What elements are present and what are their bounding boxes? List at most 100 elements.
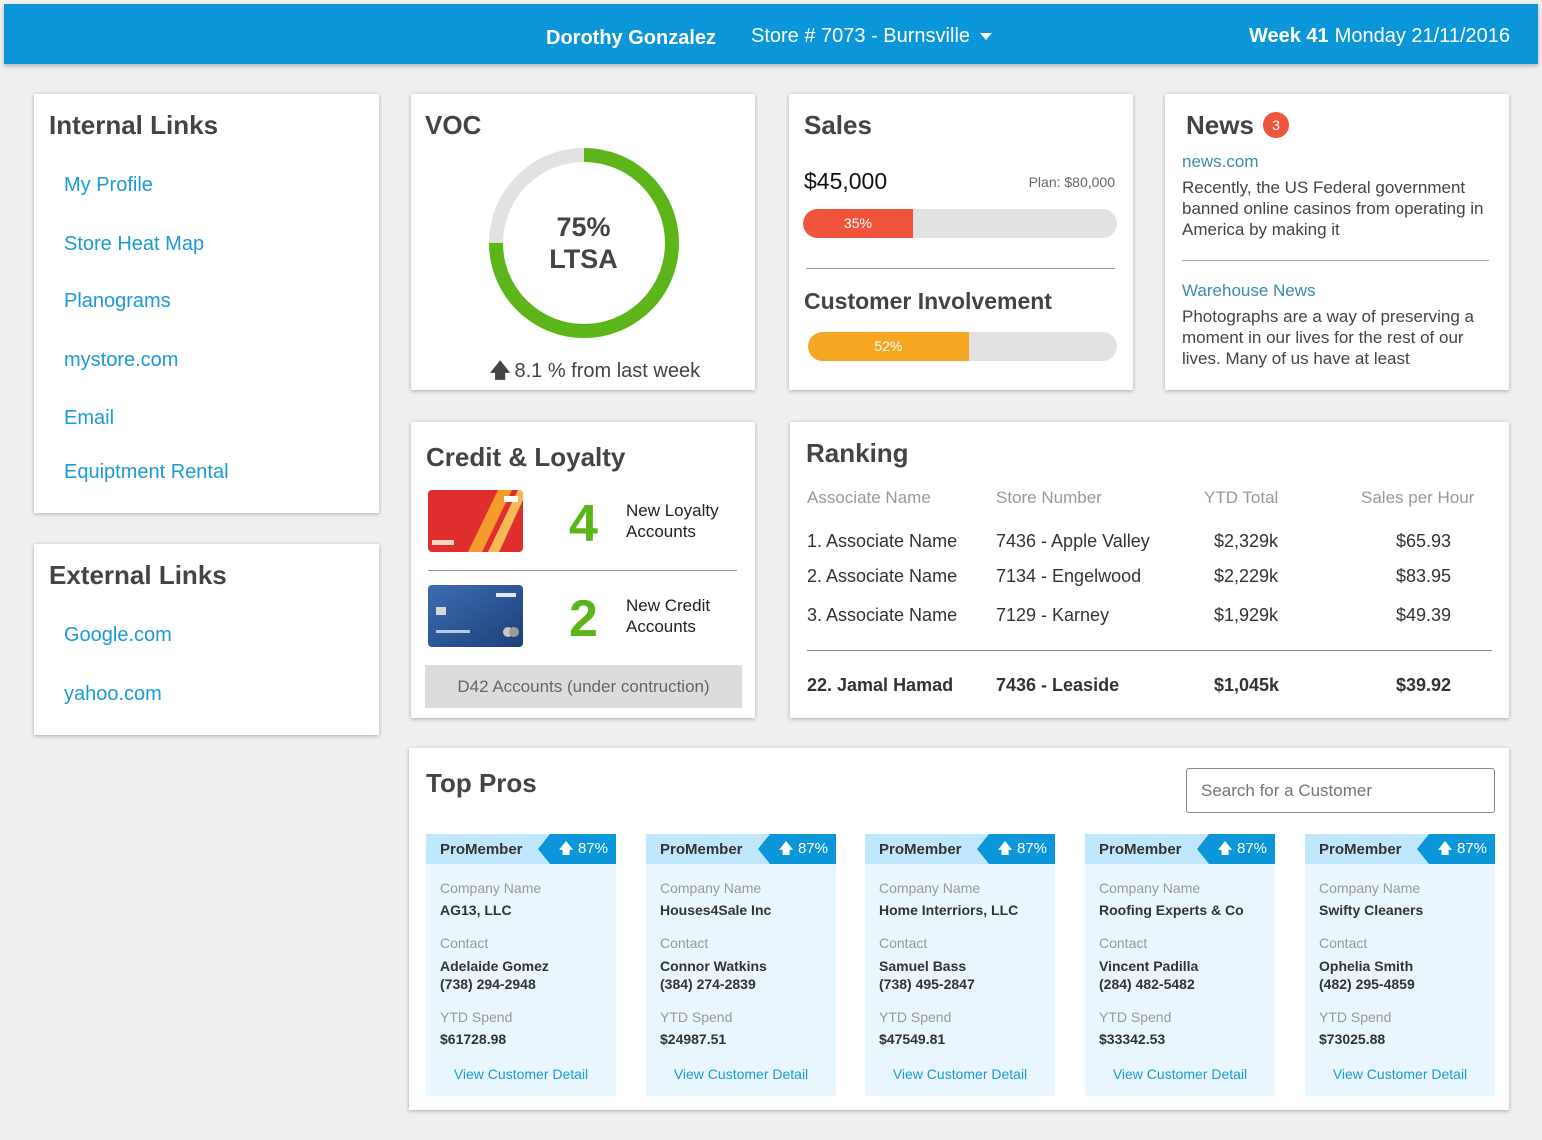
link-planograms[interactable]: Planograms: [64, 290, 171, 312]
contact-label: Contact: [1319, 935, 1368, 951]
pro-card-header: ProMember 🡅 87%: [426, 834, 616, 864]
voc-delta-text: 8.1 % from last week: [514, 360, 701, 382]
credit-card-image: [428, 585, 523, 647]
ranking-current-associate: 22. Jamal Hamad: [807, 675, 954, 695]
contact-phone: (384) 274-2839: [660, 976, 756, 992]
pro-score: 87%: [577, 840, 608, 857]
contact-label: Contact: [879, 935, 928, 951]
spend-label: YTD Spend: [1099, 1009, 1172, 1025]
credit-count: 2: [569, 590, 598, 648]
pro-score-badge: 🡅 87%: [758, 834, 836, 864]
ranking-store: 7436 - Apple Valley: [996, 531, 1150, 551]
ranking-store: 7134 - Engelwood: [996, 566, 1142, 586]
contact-label: Contact: [1099, 935, 1148, 951]
view-customer-detail-link[interactable]: View Customer Detail: [673, 1066, 809, 1082]
divider: [1182, 260, 1489, 261]
company-name: Roofing Experts & Co: [1099, 902, 1244, 918]
pro-score-badge: 🡅 87%: [977, 834, 1055, 864]
arrow-up-icon: 🡅: [778, 840, 798, 857]
store-label: Store # 7073 - Burnsville: [751, 25, 971, 47]
credit-loyalty-card: Credit & Loyalty 4 New Loyalty Accounts: [411, 422, 755, 718]
customer-involvement-title: Customer Involvement: [804, 288, 1052, 314]
pro-card-header: ProMember 🡅 87%: [646, 834, 836, 864]
user-name: Dorothy Gonzalez: [546, 27, 717, 49]
news-card: News 3 news.com Recently, the US Federal…: [1165, 94, 1509, 390]
week-number: Week 41: [1248, 25, 1329, 47]
pro-score-badge: 🡅 87%: [1417, 834, 1495, 864]
spend-label: YTD Spend: [879, 1009, 952, 1025]
store-selector[interactable]: Store # 7073 - Burnsville: [751, 25, 993, 48]
current-date: Monday 21/11/2016: [1334, 25, 1510, 47]
loyalty-count: 4: [569, 495, 598, 553]
link-store-heat-map[interactable]: Store Heat Map: [64, 233, 205, 255]
external-links-title: External Links: [49, 560, 227, 590]
view-customer-detail-link[interactable]: View Customer Detail: [1332, 1066, 1468, 1082]
link-yahoo[interactable]: yahoo.com: [64, 683, 162, 705]
sales-plan: Plan: $80,000: [1028, 174, 1115, 190]
contact-name: Connor Watkins: [660, 958, 767, 974]
company-label: Company Name: [1319, 880, 1421, 896]
link-mystore[interactable]: mystore.com: [64, 349, 179, 371]
top-pros-title: Top Pros: [426, 768, 537, 798]
search-customer-input[interactable]: [1186, 768, 1495, 813]
pro-score: 87%: [1236, 840, 1267, 857]
ytd-spend: $61728.98: [440, 1031, 507, 1047]
link-google[interactable]: Google.com: [64, 624, 172, 646]
credit-loyalty-title: Credit & Loyalty: [426, 442, 626, 472]
pro-score-badge: 🡅 87%: [1197, 834, 1275, 864]
sales-amount: $45,000: [804, 168, 888, 194]
news-text: Recently, the US Federal government bann…: [1182, 178, 1484, 239]
ranking-current-sph: $39.92: [1396, 675, 1452, 695]
company-label: Company Name: [660, 880, 762, 896]
voc-delta: 🡅 8.1 % from last week: [411, 356, 779, 390]
ranking-ytd: $1,929k: [1214, 605, 1279, 625]
internal-links-title: Internal Links: [49, 110, 219, 140]
company-name: Houses4Sale Inc: [660, 902, 772, 918]
view-customer-detail-link[interactable]: View Customer Detail: [453, 1066, 589, 1082]
voc-ring-chart: [489, 148, 679, 338]
ranking-title: Ranking: [806, 438, 909, 468]
view-customer-detail-link[interactable]: View Customer Detail: [892, 1066, 1028, 1082]
ytd-spend: $47549.81: [879, 1031, 946, 1047]
view-customer-detail-link[interactable]: View Customer Detail: [1112, 1066, 1248, 1082]
company-name: Home Interriors, LLC: [879, 902, 1019, 918]
pro-card: ProMember 🡅 87% Company Name Roofing Exp…: [1085, 834, 1275, 1096]
company-label: Company Name: [1099, 880, 1201, 896]
ranking-store: 7129 - Karney: [996, 605, 1110, 625]
voc-ring-fill: [489, 148, 679, 338]
pro-card-header: ProMember 🡅 87%: [865, 834, 1055, 864]
link-equipment-rental[interactable]: Equiptment Rental: [64, 461, 229, 483]
d42-accounts-button[interactable]: D42 Accounts (under contruction): [425, 665, 742, 708]
sales-card: Sales $45,000 Plan: $80,000 35% Customer…: [789, 94, 1133, 390]
arrow-up-icon: 🡅: [1217, 840, 1237, 857]
top-bar: Dorothy Gonzalez Store # 7073 - Burnsvil…: [4, 4, 1538, 64]
involvement-progress-fill: 52%: [808, 332, 969, 361]
news-source[interactable]: news.com: [1182, 152, 1259, 171]
ranking-current-ytd: $1,045k: [1214, 675, 1280, 695]
news-source[interactable]: Warehouse News: [1182, 281, 1316, 300]
contact-label: Contact: [660, 935, 709, 951]
spend-label: YTD Spend: [440, 1009, 513, 1025]
credit-card-icon: [428, 585, 523, 647]
pro-score: 87%: [1016, 840, 1047, 857]
ytd-spend: $73025.88: [1319, 1031, 1386, 1047]
external-links-card: External Links Google.com yahoo.com: [34, 544, 379, 735]
credit-label: New Credit Accounts: [626, 596, 711, 636]
spend-label: YTD Spend: [1319, 1009, 1392, 1025]
contact-phone: (738) 294-2948: [440, 976, 536, 992]
contact-name: Adelaide Gomez: [440, 958, 549, 974]
ranking-ytd: $2,329k: [1214, 531, 1279, 551]
ranking-card: Ranking Associate Name Store Number YTD …: [790, 422, 1509, 718]
company-label: Company Name: [879, 880, 981, 896]
voc-label: LTSA: [549, 244, 618, 274]
pro-card: ProMember 🡅 87% Company Name Swifty Clea…: [1305, 834, 1495, 1096]
ranking-associate: 3. Associate Name: [807, 605, 958, 625]
contact-phone: (738) 495-2847: [879, 976, 975, 992]
involvement-progress-bar: 52%: [808, 332, 1117, 361]
loyalty-card-image: [428, 490, 523, 552]
divider: [807, 650, 1492, 651]
spend-label: YTD Spend: [660, 1009, 733, 1025]
link-email[interactable]: Email: [64, 407, 115, 429]
link-my-profile[interactable]: My Profile: [64, 174, 153, 196]
voc-title: VOC: [425, 110, 482, 140]
